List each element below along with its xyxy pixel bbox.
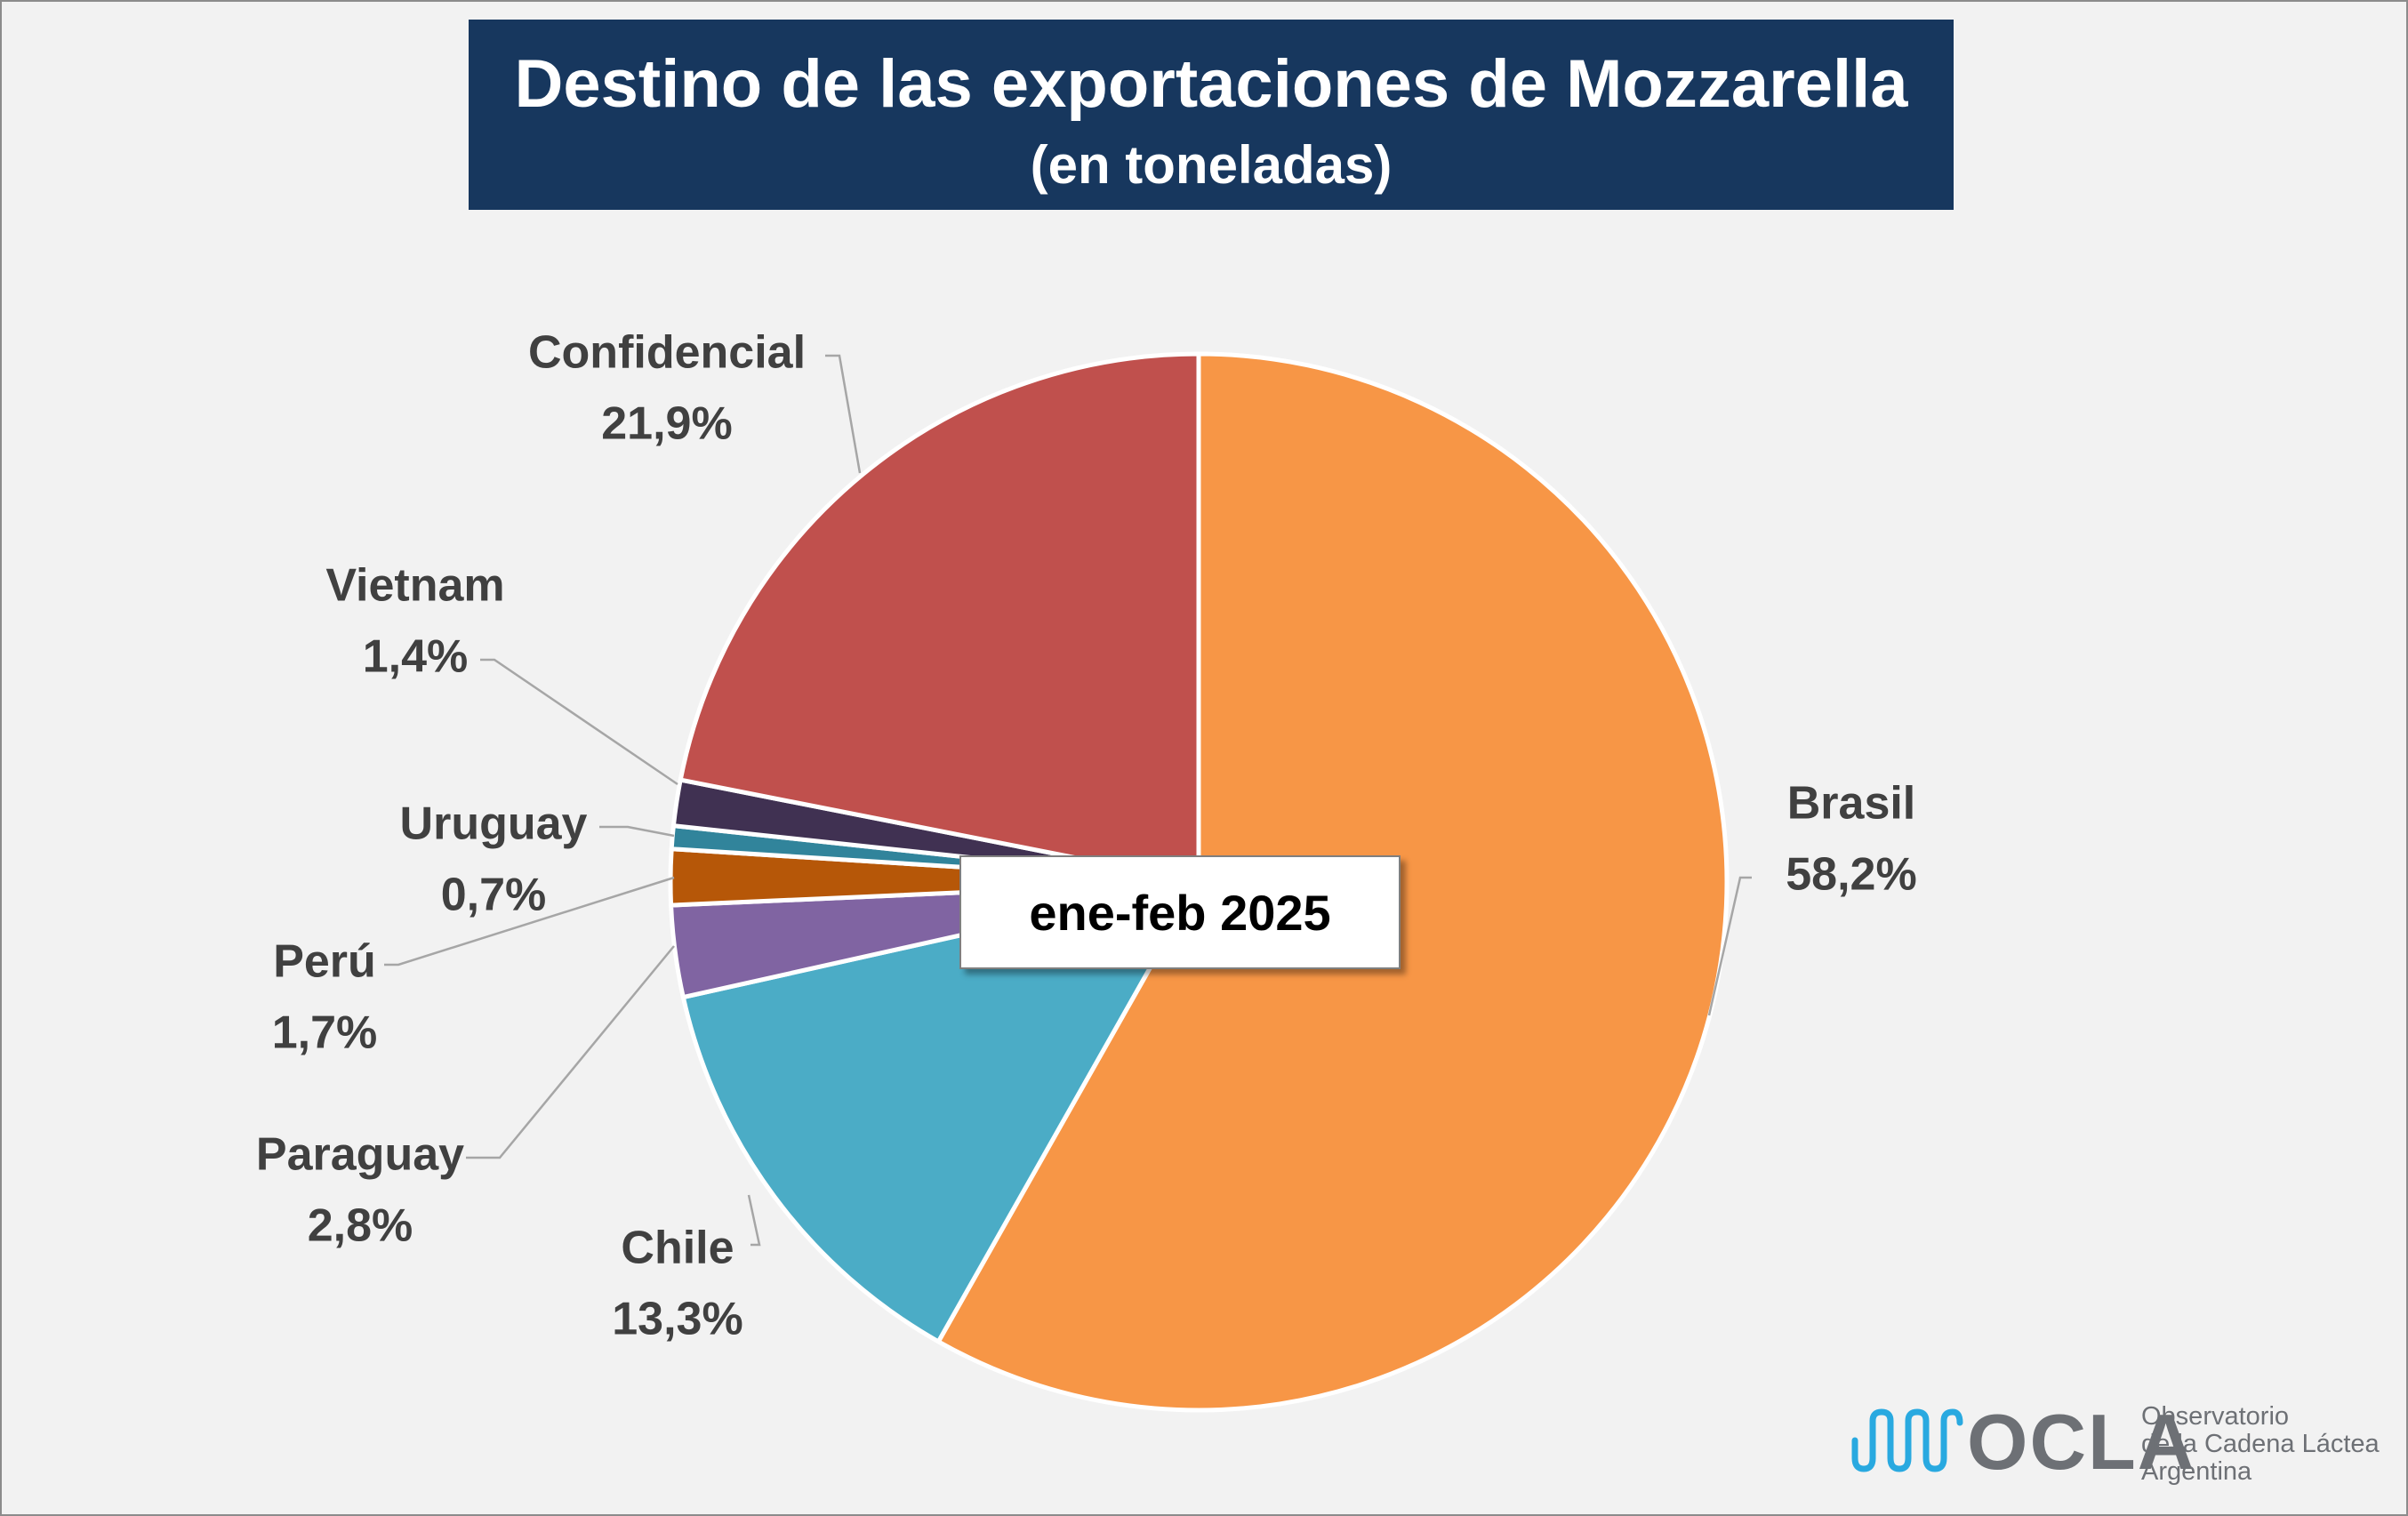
slice-name-confidencial: Confidencial [528, 327, 806, 379]
logo-line-2: de la Cadena Láctea [2141, 1430, 2380, 1458]
leader-line-paraguay [466, 945, 675, 1159]
slice-name-vietnam: Vietnam [325, 560, 504, 612]
logo-name: OCLA [1967, 1398, 2196, 1486]
logo-subtitle: Observatorio de la Cadena Láctea Argenti… [2141, 1403, 2380, 1486]
slice-value-uruguay: 0,7% [441, 870, 547, 921]
leader-line-brasil [1707, 876, 1752, 1016]
leader-line-uruguay [599, 825, 675, 838]
slice-name-paraguay: Paraguay [256, 1129, 464, 1181]
slice-name-brasil: Brasil [1787, 778, 1916, 830]
slice-labels: Brasil 58,2% Chile 13,3% Paraguay 2,8% Perú 1,7… [256, 327, 1917, 1345]
logo-line-1: Observatorio [2141, 1402, 2290, 1431]
leader-lines [384, 354, 1752, 1247]
slice-value-brasil: 58,2% [1786, 849, 1916, 901]
leader-line-confidencial [825, 354, 862, 474]
chart-subtitle: (en toneladas) [1030, 135, 1393, 195]
slice-name-chile: Chile [621, 1223, 734, 1274]
slice-value-confidencial: 21,9% [601, 398, 732, 450]
logo-line-3: Argentina [2141, 1457, 2252, 1486]
slice-name-peru: Perú [273, 936, 376, 988]
leader-line-vietnam [480, 658, 678, 786]
leader-line-peru [384, 876, 675, 967]
pie-slice-confidencial [678, 351, 1201, 885]
wave-icon [1851, 1408, 1963, 1472]
period-label: ene-feb 2025 [959, 855, 1401, 969]
chart-title: Destino de las exportaciones de Mozzarel… [514, 46, 1908, 122]
leader-line-chile [747, 1194, 761, 1247]
ocla-logo: OCLA Observatorio de la Cadena Láctea Ar… [1850, 1398, 2383, 1496]
slice-value-chile: 13,3% [612, 1294, 742, 1345]
slice-value-vietnam: 1,4% [363, 631, 469, 683]
slice-value-peru: 1,7% [272, 1007, 378, 1059]
slice-value-paraguay: 2,8% [308, 1200, 413, 1252]
pie-slice-chile [680, 879, 1201, 1344]
title-banner: Destino de las exportaciones de Mozzarel… [469, 20, 1954, 210]
slice-name-uruguay: Uruguay [400, 798, 588, 850]
